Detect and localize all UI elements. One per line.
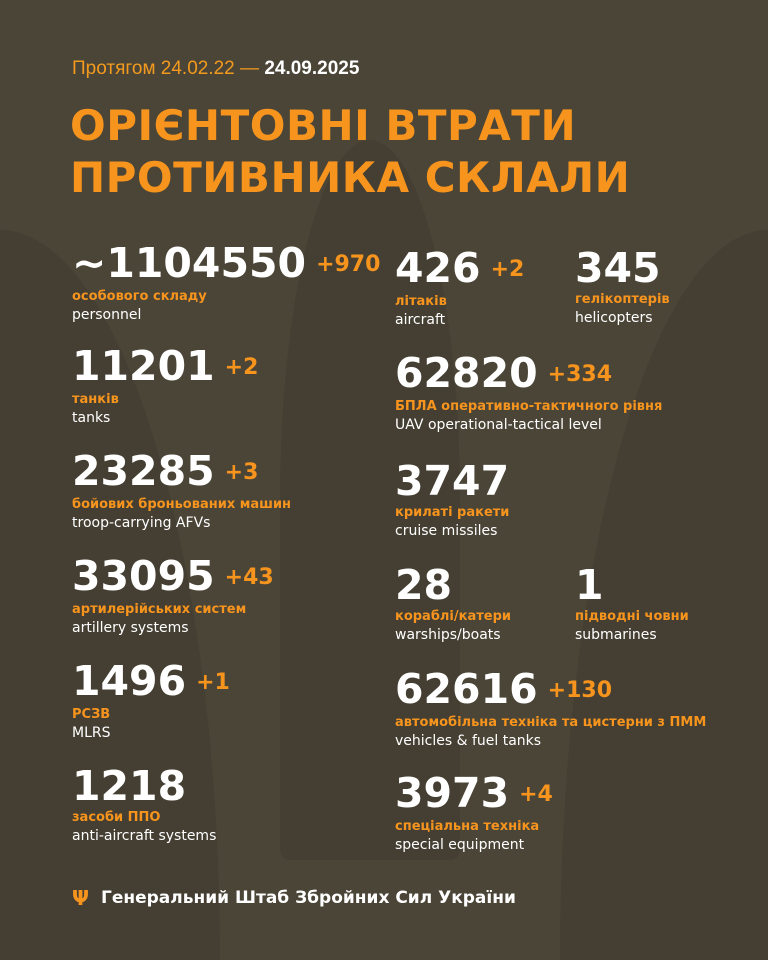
stat-number: 28 (395, 561, 453, 609)
stat-label-ua: бойових броньованих машин (72, 497, 292, 512)
stat-label-ua: особового складу (72, 289, 207, 304)
stat-label-ua: артилерійських систем (72, 602, 247, 617)
stat-value: 62820 +334 (395, 350, 662, 398)
stat-delta: +43 (224, 565, 274, 590)
stat-value: 3747 (395, 458, 509, 504)
stat-number: 1 (575, 561, 604, 609)
stat-label-ua: автомобільна техніка та цистерни з ПММ (395, 715, 707, 730)
stat-label-en: anti-aircraft systems (72, 828, 217, 844)
stat-value: 3973 +4 (395, 770, 553, 818)
stat-delta: +970 (316, 252, 381, 277)
stat-label-ua: гелікоптерів (575, 292, 670, 307)
stat-delta: +2 (490, 257, 525, 282)
stat-value: 11201 +2 (72, 343, 258, 391)
stat-value: 1 (575, 562, 689, 608)
stat-value: 345 (575, 245, 670, 291)
page-title: ОРІЄНТОВНІ ВТРАТИ ПРОТИВНИКА СКЛАЛИ (70, 100, 630, 204)
stat-item: 3747 крилаті ракети cruise missiles (395, 458, 509, 540)
stat-label-en: artillery systems (72, 620, 189, 636)
stat-item: 28 кораблі/катери warships/boats (395, 562, 511, 644)
stat-number: 426 (395, 244, 481, 292)
period: Протягом 24.02.22 — 24.09.2025 (72, 58, 359, 80)
stat-value: 1218 (72, 763, 216, 809)
stat-item: 3973 +4 спеціальна техніка special equipmen… (395, 770, 553, 854)
stat-item: 11201 +2 танків tanks (72, 343, 258, 427)
stat-value: 23285 +3 (72, 448, 291, 496)
stat-item: 1496 +1 РСЗВ MLRS (72, 658, 230, 742)
stat-label-en: helicopters (575, 310, 653, 326)
stat-delta: +4 (519, 782, 553, 807)
stat-number: 23285 (72, 447, 215, 495)
stat-value: 28 (395, 562, 511, 608)
stat-label-ua: танків (72, 392, 119, 407)
stat-label-en: MLRS (72, 725, 111, 741)
stat-label-ua: літаків (395, 294, 447, 309)
stat-label-en: vehicles & fuel tanks (395, 733, 542, 749)
stat-number: 345 (575, 244, 661, 292)
stat-label-en: submarines (575, 627, 657, 643)
footer: Ψ Генеральний Штаб Збройних Сил України (72, 886, 516, 910)
footer-text: Генеральний Штаб Збройних Сил України (101, 888, 516, 908)
stat-label-en: aircraft (395, 312, 446, 328)
stat-label-ua: БПЛА оперативно-тактичного рівня (395, 399, 663, 414)
title-line: ПРОТИВНИКА СКЛАЛИ (70, 153, 631, 202)
stat-label-ua: спеціальна техніка (395, 819, 540, 834)
stat-label-en: personnel (72, 307, 142, 323)
stat-item: 1218 засоби ППО anti-aircraft systems (72, 763, 216, 845)
stat-value: ~1104550 +970 (72, 240, 380, 288)
stat-delta: +334 (547, 362, 612, 387)
stat-item: 33095 +43 артилерійських систем artillery s… (72, 553, 274, 637)
stat-item: ~1104550 +970 особового складу personnel (72, 240, 380, 324)
stat-item: 426 +2 літаків aircraft (395, 245, 524, 329)
stat-label-ua: крилаті ракети (395, 505, 510, 520)
stat-value: 33095 +43 (72, 553, 274, 601)
stat-item: 62820 +334 БПЛА оперативно-тактичного рівн… (395, 350, 662, 434)
stat-label-en: cruise missiles (395, 523, 498, 539)
trident-icon: Ψ (72, 886, 89, 910)
stat-label-en: warships/boats (395, 627, 501, 643)
stat-number: ~1104550 (72, 239, 307, 287)
stat-label-en: UAV operational-tactical level (395, 417, 602, 433)
period-end: 24.09.2025 (264, 58, 360, 79)
stat-label-ua: РСЗВ (72, 707, 111, 722)
stat-number: 3747 (395, 457, 510, 505)
stat-item: 23285 +3 бойових броньованих машин troop-ca… (72, 448, 291, 532)
stat-item: 1 підводні човни submarines (575, 562, 689, 644)
stat-value: 1496 +1 (72, 658, 230, 706)
stat-item: 345 гелікоптерів helicopters (575, 245, 670, 327)
stat-number: 62616 (395, 665, 538, 713)
stat-value: 62616 +130 (395, 666, 706, 714)
stat-delta: +2 (224, 355, 259, 380)
stat-label-ua: підводні човни (575, 609, 689, 624)
stat-number: 1218 (72, 762, 187, 810)
stat-number: 1496 (72, 657, 187, 705)
stat-delta: +130 (547, 678, 612, 703)
stat-label-en: special equipment (395, 837, 525, 853)
stat-label-ua: засоби ППО (72, 810, 161, 825)
title-line: ОРІЄНТОВНІ ВТРАТИ (70, 101, 577, 150)
stat-number: 11201 (72, 342, 215, 390)
stat-label-en: troop-carrying AFVs (72, 515, 211, 531)
stat-number: 62820 (395, 349, 538, 397)
stat-value: 426 +2 (395, 245, 524, 293)
bg-shape (280, 140, 460, 860)
stat-delta: +3 (224, 460, 259, 485)
period-start: Протягом 24.02.22 — (72, 58, 260, 79)
stat-number: 33095 (72, 552, 215, 600)
stat-item: 62616 +130 автомобільна техніка та цистерн… (395, 666, 706, 750)
stat-label-ua: кораблі/катери (395, 609, 511, 624)
stat-number: 3973 (395, 769, 510, 817)
stat-label-en: tanks (72, 410, 111, 426)
stat-delta: +1 (196, 670, 230, 695)
